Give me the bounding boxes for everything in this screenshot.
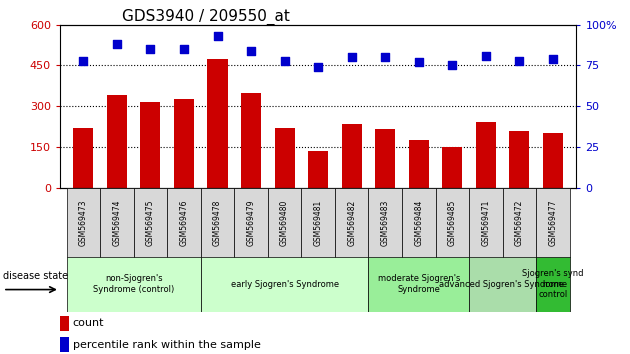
Bar <box>234 188 268 258</box>
Point <box>380 55 390 60</box>
Text: disease state: disease state <box>3 271 68 281</box>
Bar <box>536 188 570 258</box>
Text: GSM569479: GSM569479 <box>246 200 256 246</box>
Bar <box>241 93 261 188</box>
Text: GSM569478: GSM569478 <box>213 200 222 246</box>
Bar <box>268 188 301 258</box>
Text: GSM569477: GSM569477 <box>549 200 558 246</box>
Text: Sjogren's synd
rome
control: Sjogren's synd rome control <box>522 269 584 299</box>
Bar <box>409 140 429 188</box>
Bar <box>201 188 234 258</box>
Point <box>514 58 524 63</box>
Bar <box>341 124 362 188</box>
Text: percentile rank within the sample: percentile rank within the sample <box>73 339 261 350</box>
Bar <box>402 188 435 258</box>
Point <box>280 58 290 63</box>
Bar <box>369 257 469 312</box>
Text: non-Sjogren's
Syndrome (control): non-Sjogren's Syndrome (control) <box>93 274 175 294</box>
Point <box>481 53 491 58</box>
Point <box>78 58 88 63</box>
Bar <box>100 188 134 258</box>
Bar <box>536 257 570 312</box>
Text: GSM569485: GSM569485 <box>448 200 457 246</box>
Bar <box>308 151 328 188</box>
Text: GSM569484: GSM569484 <box>415 200 423 246</box>
Text: GSM569472: GSM569472 <box>515 200 524 246</box>
Bar <box>469 257 536 312</box>
Bar <box>201 257 369 312</box>
Text: count: count <box>73 318 105 329</box>
Text: GSM569475: GSM569475 <box>146 200 155 246</box>
Bar <box>174 99 194 188</box>
Bar <box>503 188 536 258</box>
Bar <box>469 188 503 258</box>
Bar <box>73 128 93 188</box>
Bar <box>60 337 69 352</box>
Bar <box>435 188 469 258</box>
Bar <box>476 122 496 188</box>
Point <box>548 56 558 62</box>
Bar <box>67 188 100 258</box>
Point <box>212 33 222 39</box>
Bar <box>167 188 201 258</box>
Text: GSM569480: GSM569480 <box>280 200 289 246</box>
Text: GSM569481: GSM569481 <box>314 200 323 246</box>
Point <box>414 59 424 65</box>
Bar <box>140 102 161 188</box>
Bar <box>375 129 395 188</box>
Text: GSM569476: GSM569476 <box>180 200 188 246</box>
Bar <box>60 316 69 331</box>
Text: GSM569483: GSM569483 <box>381 200 390 246</box>
Bar <box>543 133 563 188</box>
Text: early Sjogren's Syndrome: early Sjogren's Syndrome <box>231 280 339 289</box>
Bar <box>369 188 402 258</box>
Text: GSM569474: GSM569474 <box>112 200 122 246</box>
Bar <box>67 257 201 312</box>
Point <box>112 41 122 47</box>
Bar <box>134 188 167 258</box>
Point <box>246 48 256 54</box>
Text: GSM569473: GSM569473 <box>79 200 88 246</box>
Bar <box>510 131 529 188</box>
Point <box>146 46 156 52</box>
Bar <box>335 188 369 258</box>
Point <box>313 64 323 70</box>
Bar <box>301 188 335 258</box>
Bar <box>275 128 295 188</box>
Text: moderate Sjogren's
Syndrome: moderate Sjogren's Syndrome <box>377 274 460 294</box>
Bar <box>442 148 462 188</box>
Text: GSM569471: GSM569471 <box>481 200 490 246</box>
Text: advanced Sjogren's Syndrome: advanced Sjogren's Syndrome <box>438 280 567 289</box>
Point <box>346 55 357 60</box>
Point <box>179 46 189 52</box>
Bar <box>207 59 227 188</box>
Point <box>447 63 457 68</box>
Text: GSM569482: GSM569482 <box>347 200 356 246</box>
Text: GDS3940 / 209550_at: GDS3940 / 209550_at <box>122 8 290 25</box>
Bar <box>107 95 127 188</box>
